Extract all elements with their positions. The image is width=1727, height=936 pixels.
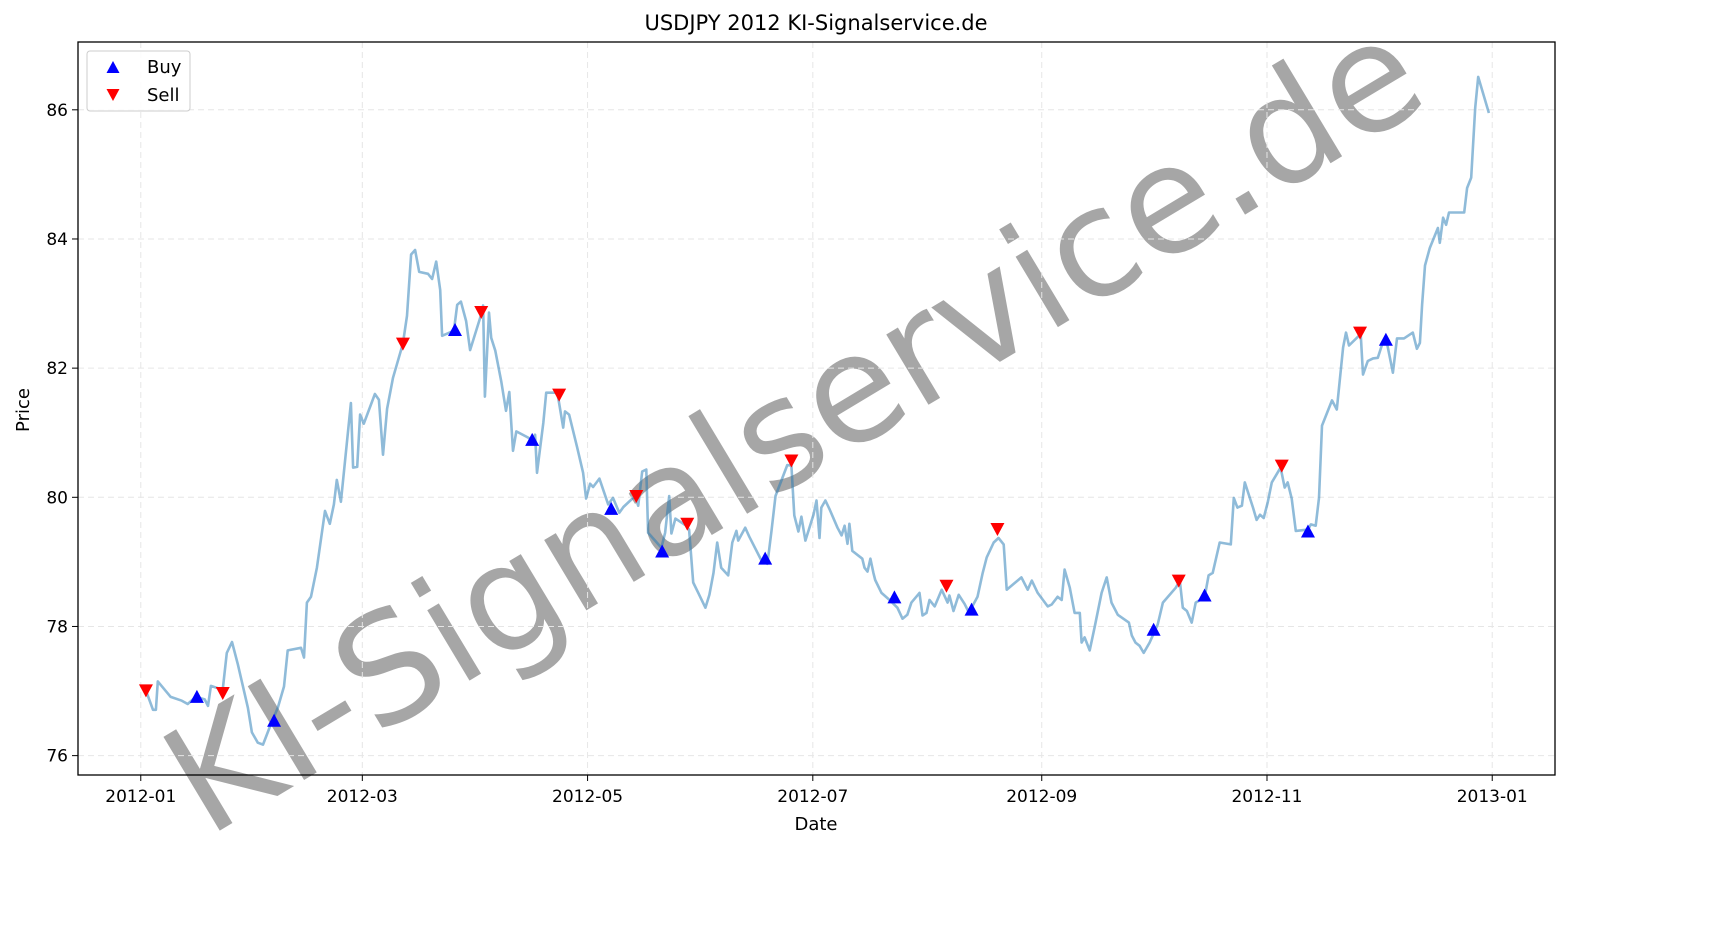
sell-signal-marker — [990, 522, 1005, 536]
buy-signal-marker — [604, 501, 619, 515]
sell-signal-marker — [1353, 326, 1368, 340]
y-tick-label: 78 — [46, 617, 68, 637]
buy-signal-marker — [655, 544, 670, 558]
buy-signal-marker — [448, 323, 463, 337]
x-axis-label: Date — [794, 814, 837, 835]
buy-signal-marker — [1378, 332, 1393, 346]
buy-signal-marker — [964, 602, 979, 616]
x-tick-label: 2012-09 — [1006, 787, 1077, 807]
buy-signal-marker — [1197, 588, 1212, 602]
sell-signal-marker — [939, 579, 954, 593]
watermark: KI-Signalservice.de — [136, 0, 1451, 869]
y-tick-label: 84 — [46, 230, 68, 250]
x-tick-label: 2012-07 — [777, 787, 848, 807]
buy-signal-marker — [267, 713, 282, 727]
price-line — [144, 75, 1491, 746]
x-tick-label: 2012-01 — [105, 787, 176, 807]
y-tick-label: 86 — [46, 101, 68, 121]
sell-signal-marker — [215, 686, 230, 700]
x-tick-label: 2012-05 — [552, 787, 623, 807]
buy-signal-marker — [1300, 524, 1315, 538]
legend-buy-marker — [106, 61, 120, 73]
legend-sell-marker — [106, 89, 120, 101]
sell-signal-marker — [1274, 459, 1289, 473]
x-tick-label: 2013-01 — [1457, 787, 1528, 807]
sell-signal-marker — [552, 388, 567, 402]
buy-signal-marker — [525, 432, 540, 446]
y-tick-label: 82 — [46, 359, 68, 379]
x-tick-label: 2012-11 — [1231, 787, 1302, 807]
buy-signal-marker — [189, 689, 204, 703]
chart-title: USDJPY 2012 KI-Signalservice.de — [644, 11, 987, 35]
plot-frame — [77, 41, 1556, 776]
sell-signal-marker — [629, 490, 644, 504]
legend: Buy Sell — [86, 50, 191, 112]
sell-signal-marker — [1171, 574, 1186, 588]
sell-signal-marker — [138, 684, 153, 698]
sell-signal-marker — [680, 517, 695, 531]
y-axis-label: Price — [13, 388, 34, 432]
legend-sell-label: Sell — [147, 85, 180, 106]
buy-signal-marker — [887, 590, 902, 604]
sell-signal-marker — [395, 337, 410, 351]
y-tick-label: 80 — [46, 488, 68, 508]
sell-signal-marker — [784, 454, 799, 468]
legend-buy-label: Buy — [147, 57, 182, 78]
buy-signal-marker — [758, 551, 773, 565]
x-tick-label: 2012-03 — [327, 787, 398, 807]
sell-signal-marker — [474, 305, 489, 319]
y-tick-label: 76 — [46, 747, 68, 767]
buy-signal-marker — [1146, 622, 1161, 636]
